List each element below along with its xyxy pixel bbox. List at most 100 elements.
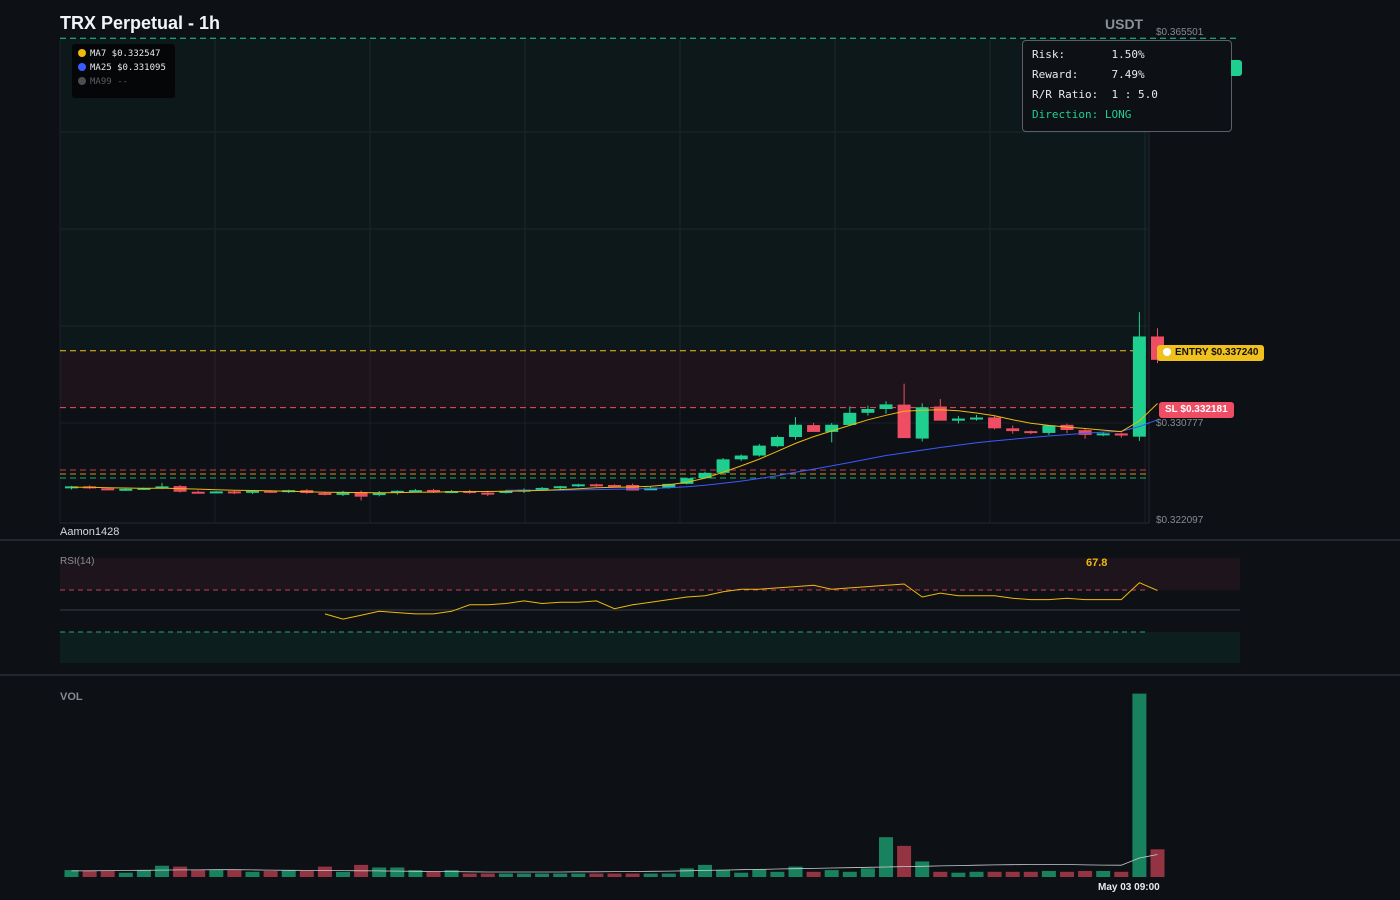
candle-body — [101, 488, 115, 491]
candle-body — [354, 491, 368, 497]
loss-zone — [60, 350, 1148, 408]
volume-bar — [209, 870, 224, 877]
volume-bar — [969, 871, 984, 877]
ma25-dot-icon — [78, 63, 86, 71]
volume-bar — [263, 870, 278, 877]
candle-body — [535, 487, 549, 490]
volume-bar — [553, 873, 568, 877]
volume-bar — [462, 873, 477, 877]
candle-body — [915, 407, 929, 439]
ma-legend: MA7 $0.332547 MA25 $0.331095 MA99 -- — [72, 44, 175, 98]
volume-bar — [1023, 871, 1038, 877]
candle-body — [988, 417, 1002, 429]
candle-body — [1114, 433, 1128, 436]
candle-body — [571, 484, 585, 487]
volume-bar — [191, 870, 206, 877]
volume-bar — [1096, 870, 1111, 877]
volume-bar — [173, 866, 188, 877]
volume-bar — [679, 868, 694, 877]
volume-bar — [299, 870, 314, 877]
candle-body — [1024, 431, 1038, 434]
candle-body — [336, 491, 350, 495]
volume-bar — [571, 873, 586, 877]
sl-tag-label: SL $0.332181 — [1165, 404, 1228, 415]
volume-bar — [336, 871, 350, 877]
legend-ma99: MA99 -- — [72, 75, 175, 89]
candle-body — [680, 478, 694, 484]
candle-body — [246, 490, 259, 493]
volume-bar — [390, 867, 405, 877]
rsi-overbought-zone — [60, 558, 1240, 590]
entry-bullet-icon — [1163, 348, 1171, 356]
volume-bar — [245, 871, 260, 877]
volume-pane-label: VOL — [60, 691, 83, 703]
price-axis-mid: $0.330777 — [1156, 418, 1204, 429]
price-axis-bottom: $0.322097 — [1156, 515, 1204, 526]
volume-bar — [1041, 870, 1056, 877]
legend-ma99-label: MA99 -- — [90, 77, 128, 87]
candle-body — [879, 404, 893, 409]
candle-body — [209, 491, 223, 494]
candle-body — [861, 408, 875, 413]
volume-bar — [987, 871, 1002, 877]
ma7-dot-icon — [78, 49, 86, 57]
volume-bar — [118, 872, 133, 877]
candle-body — [698, 472, 712, 479]
candle-body — [933, 406, 947, 421]
candle-body — [155, 486, 169, 489]
take-profit-tag[interactable] — [1231, 60, 1242, 76]
candle-body — [662, 483, 676, 488]
volume-bar — [426, 871, 441, 877]
candle-body — [752, 445, 766, 456]
legend-ma7: MA7 $0.332547 — [72, 47, 175, 61]
candle-body — [626, 484, 640, 491]
candle-body — [716, 459, 730, 473]
entry-price-tag[interactable]: ENTRY $0.337240 — [1157, 345, 1265, 361]
volume-bar — [82, 870, 97, 877]
volume-bar — [1114, 871, 1129, 877]
volume-bar — [1132, 693, 1147, 877]
candle-body — [970, 417, 983, 420]
volume-bar — [607, 873, 622, 877]
volume-bar — [498, 873, 513, 877]
volume-ma-line — [71, 854, 1158, 873]
candle-body — [119, 488, 133, 491]
volume-bar — [951, 872, 966, 877]
reward-row: Reward: 7.49% — [1032, 68, 1145, 81]
candle-body — [608, 484, 621, 487]
candle-body — [825, 424, 839, 432]
candle-body — [553, 486, 567, 489]
volume-bar — [734, 872, 749, 877]
candle-body — [372, 492, 386, 496]
risk-row: Risk: 1.50% — [1032, 48, 1145, 61]
volume-bar — [1150, 849, 1165, 877]
stop-loss-tag[interactable]: SL $0.332181 — [1159, 402, 1234, 418]
volume-bar — [879, 837, 893, 877]
candle-body — [499, 490, 513, 493]
candle-body — [1096, 433, 1110, 436]
price-axis-top: $0.365501 — [1156, 27, 1204, 38]
volume-bar — [842, 871, 857, 877]
volume-bar — [824, 870, 839, 877]
volume-bar — [806, 871, 821, 877]
volume-bar — [444, 870, 459, 877]
candle-body — [1042, 425, 1056, 433]
volume-bar — [1060, 871, 1074, 877]
quote-currency: USDT — [1105, 16, 1144, 32]
candle-body — [191, 491, 205, 494]
direction-row: Direction: LONG — [1032, 108, 1132, 121]
candle-body — [318, 492, 332, 495]
ma7-line — [71, 403, 1158, 494]
volume-bar — [64, 870, 79, 877]
entry-tag-label: ENTRY $0.337240 — [1175, 347, 1259, 358]
volume-bar — [716, 869, 731, 877]
volume-bar — [408, 870, 423, 877]
rr-ratio-row: R/R Ratio: 1 : 5.0 — [1032, 88, 1158, 101]
candle-body — [734, 455, 748, 460]
candle-body — [227, 491, 241, 494]
time-axis-label: May 03 09:00 — [1098, 882, 1160, 893]
candle-body — [390, 490, 404, 493]
volume-bar — [788, 866, 803, 877]
candle-body — [1006, 428, 1020, 432]
